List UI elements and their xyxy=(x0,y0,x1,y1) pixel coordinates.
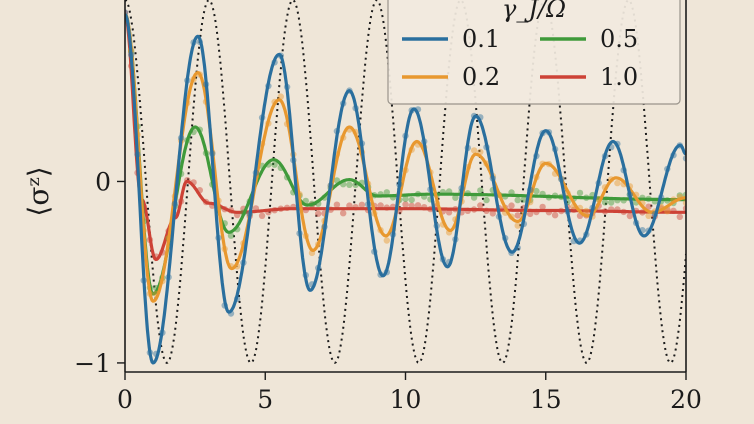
legend-label: 0.1 xyxy=(462,25,500,53)
data-point xyxy=(271,161,278,168)
data-point xyxy=(333,201,341,208)
data-point xyxy=(315,210,322,217)
plot-area xyxy=(125,0,686,365)
data-point xyxy=(402,201,409,208)
data-point xyxy=(477,202,484,209)
data-point xyxy=(452,194,459,201)
data-point xyxy=(346,181,353,188)
data-point xyxy=(477,187,484,194)
data-point xyxy=(608,199,615,206)
data-point xyxy=(227,232,235,239)
data-point xyxy=(514,212,521,219)
legend-label: 0.5 xyxy=(600,25,638,53)
data-point xyxy=(520,196,528,203)
x-tick-label: 0 xyxy=(117,385,133,414)
legend-title: γ_J/Ω xyxy=(502,0,566,23)
legend: γ_J/Ω0.1 0.5 0.2 1.0 xyxy=(387,0,681,105)
data-point xyxy=(508,202,515,209)
reference-curve xyxy=(125,0,686,365)
series-line xyxy=(125,13,686,365)
legend-box xyxy=(387,0,681,105)
data-point xyxy=(358,201,366,208)
data-point xyxy=(489,210,496,217)
data-point xyxy=(583,207,590,215)
x-tick-label: 20 xyxy=(670,385,702,414)
x-tick-label: 5 xyxy=(257,385,273,414)
data-point xyxy=(576,189,584,197)
data-point xyxy=(533,187,540,195)
legend-label: 0.2 xyxy=(462,63,500,91)
data-point xyxy=(551,212,559,219)
data-point xyxy=(414,202,422,209)
data-point xyxy=(514,222,521,229)
data-point xyxy=(483,196,490,204)
data-point xyxy=(676,213,683,220)
data-point xyxy=(277,93,284,100)
data-point xyxy=(514,196,521,204)
data-point xyxy=(527,210,534,218)
y-axis-title: ⟨σᶻ⟩ xyxy=(22,166,55,216)
x-tick-label: 15 xyxy=(530,385,562,414)
data-point xyxy=(664,208,671,215)
data-point xyxy=(383,189,390,196)
data-point xyxy=(539,203,546,211)
legend-label: 1.0 xyxy=(600,63,638,91)
data-point xyxy=(645,212,652,219)
data-point xyxy=(340,210,347,217)
data-point xyxy=(402,195,409,203)
series-0-1 xyxy=(125,9,686,365)
y-tick-label: 0 xyxy=(95,167,111,196)
ticks: 0 5 10 15 20−10 xyxy=(74,167,702,414)
data-point xyxy=(645,203,652,210)
x-tick-label: 10 xyxy=(390,385,422,414)
data-point xyxy=(470,147,478,154)
data-point xyxy=(601,199,609,206)
data-point xyxy=(614,179,621,187)
data-point xyxy=(383,237,390,244)
data-point xyxy=(626,212,634,220)
data-point xyxy=(258,212,266,219)
data-point xyxy=(408,196,415,204)
y-tick-label: −1 xyxy=(74,349,111,378)
